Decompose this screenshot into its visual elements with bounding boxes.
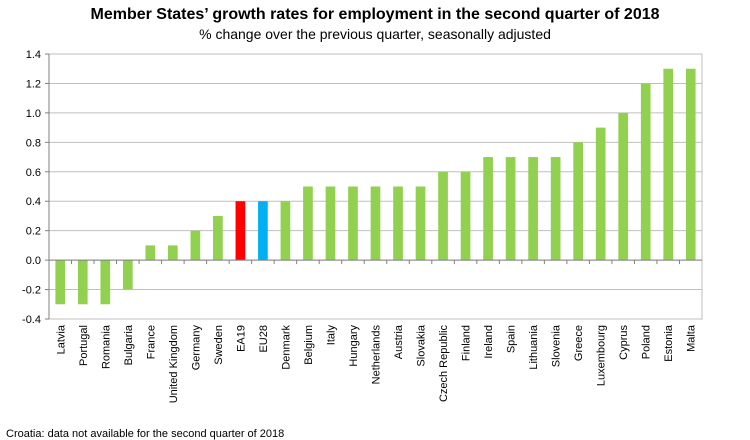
bar-estonia [663, 68, 674, 261]
chart-title: Member States’ growth rates for employme… [90, 6, 660, 23]
bar-ireland [483, 157, 493, 261]
category-label: Spain [506, 325, 518, 353]
category-label: Malta [686, 324, 698, 352]
category-label: Cyprus [618, 325, 630, 360]
bar-sweden [213, 215, 223, 261]
bar-cyprus [618, 112, 629, 261]
bar-slovenia [550, 157, 561, 261]
y-tick-label: 1.0 [26, 108, 41, 120]
bar-hungary [348, 186, 358, 261]
bars [55, 68, 696, 305]
bar-lithuania [528, 157, 538, 261]
bar-eu28 [258, 201, 268, 261]
category-label: Romania [100, 324, 112, 369]
category-label: Greece [573, 325, 585, 361]
bar-latvia [55, 260, 66, 305]
axes [45, 53, 702, 320]
category-label: Slovenia [551, 324, 563, 367]
category-label: Czech Republic [438, 325, 450, 403]
bar-united-kingdom [168, 245, 178, 261]
category-label: Germany [190, 325, 202, 371]
bar-luxembourg [595, 127, 606, 261]
category-label: France [145, 325, 157, 359]
y-tick-label: 0.6 [26, 167, 41, 179]
bar-bulgaria [122, 260, 133, 290]
category-label: Denmark [280, 325, 292, 370]
y-tick-label: 0.0 [26, 255, 41, 267]
bar-greece [573, 142, 583, 261]
category-label: Bulgaria [123, 324, 135, 365]
bar-ea19 [235, 201, 246, 261]
category-label: Netherlands [371, 325, 383, 385]
bar-portugal [77, 260, 88, 305]
category-label: Italy [325, 325, 337, 346]
category-label: EU28 [258, 325, 270, 353]
y-tick-label: 1.2 [26, 78, 41, 90]
category-label: Sweden [213, 325, 225, 365]
category-label: Slovakia [416, 324, 428, 366]
category-label: Hungary [348, 325, 360, 367]
category-label: Ireland [483, 325, 495, 359]
chart-subtitle: % change over the previous quarter, seas… [199, 26, 551, 42]
labels: -0.4 -0.2 0.0 0.2 0.4 0.6 0.8 1.0 1.2 1.4 Latvia Po… [22, 49, 698, 403]
y-tick-label: 0.4 [26, 196, 41, 208]
y-tick-label: 0.8 [26, 137, 41, 149]
y-tick-label: -0.4 [22, 314, 41, 326]
bar-denmark [280, 201, 291, 261]
bar-finland [460, 171, 471, 261]
bar-spain [505, 157, 516, 261]
bar-italy [325, 186, 336, 261]
category-label: EA19 [235, 325, 247, 352]
category-label: Poland [641, 325, 653, 359]
category-label: Latvia [55, 324, 67, 354]
category-label: Lithuania [528, 324, 540, 370]
category-label: Belgium [303, 325, 315, 365]
bar-belgium [303, 186, 313, 261]
category-label: United Kingdom [168, 325, 180, 403]
category-label: Portugal [78, 325, 90, 366]
bar-romania [100, 260, 111, 305]
bar-netherlands [370, 186, 381, 261]
y-tick-label: -0.2 [22, 285, 41, 297]
bar-slovakia [415, 186, 426, 261]
bar-germany [190, 230, 201, 261]
y-tick-label: 1.4 [26, 49, 41, 61]
bar-czech-republic [438, 171, 448, 261]
bar-austria [393, 186, 403, 261]
category-label: Austria [393, 324, 405, 359]
category-label: Estonia [663, 324, 675, 362]
bar-malta [685, 68, 696, 261]
bar-poland [640, 83, 651, 261]
y-tick-label: 0.2 [26, 226, 41, 238]
bar-france [145, 245, 156, 261]
chart-footnote: Croatia: data not available for the seco… [6, 428, 285, 440]
category-label: Finland [461, 325, 473, 361]
category-label: Luxembourg [596, 325, 608, 386]
